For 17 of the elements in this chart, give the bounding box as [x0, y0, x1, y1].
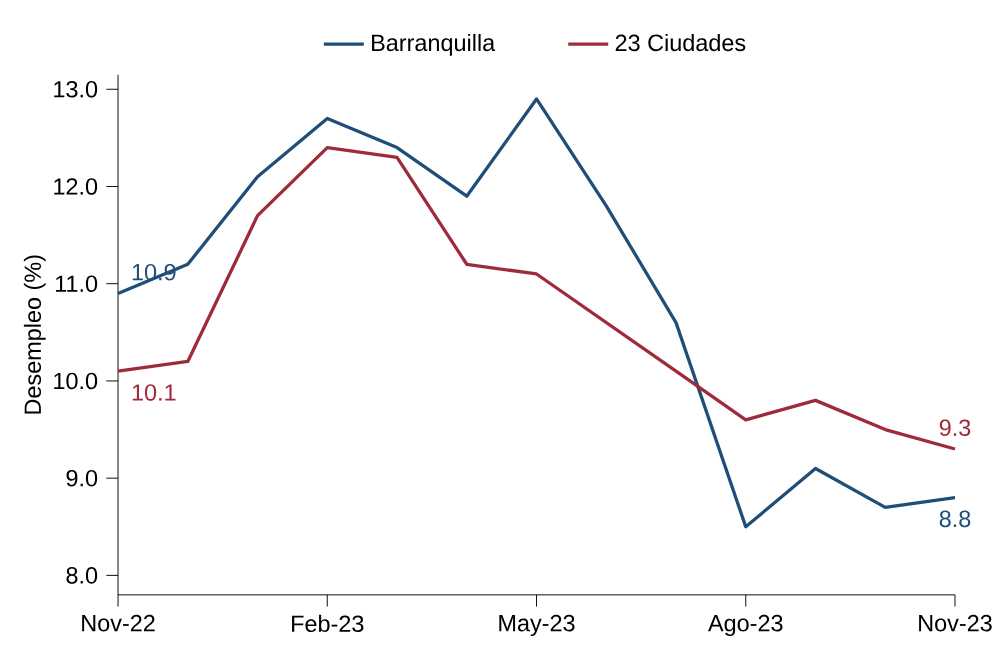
x-tick-label: May-23 [499, 614, 575, 637]
legend-label: 23 Ciudades [615, 33, 746, 52]
x-tick-label: Ago-23 [708, 614, 783, 637]
x-tick-label: Nov-23 [919, 614, 992, 632]
x-tick-label: Feb-23 [292, 614, 364, 633]
y-tick-label: 13.0 [54, 81, 98, 98]
x-tick-label: Nov-22 [82, 614, 155, 632]
y-tick-label: 10.0 [54, 372, 98, 390]
y-tick-label: 11.0 [55, 275, 98, 293]
y-tick-label: 12.0 [54, 178, 98, 195]
y-tick-label: 8.0 [66, 567, 98, 584]
data-label: 10.1 [132, 384, 176, 401]
data-label: 9.3 [939, 419, 971, 437]
y-axis-title: Desempleo (%) [23, 255, 46, 414]
data-label: 8.8 [939, 510, 971, 528]
legend-label: Barranquilla [372, 33, 496, 56]
y-tick-label: 9.0 [66, 469, 98, 487]
